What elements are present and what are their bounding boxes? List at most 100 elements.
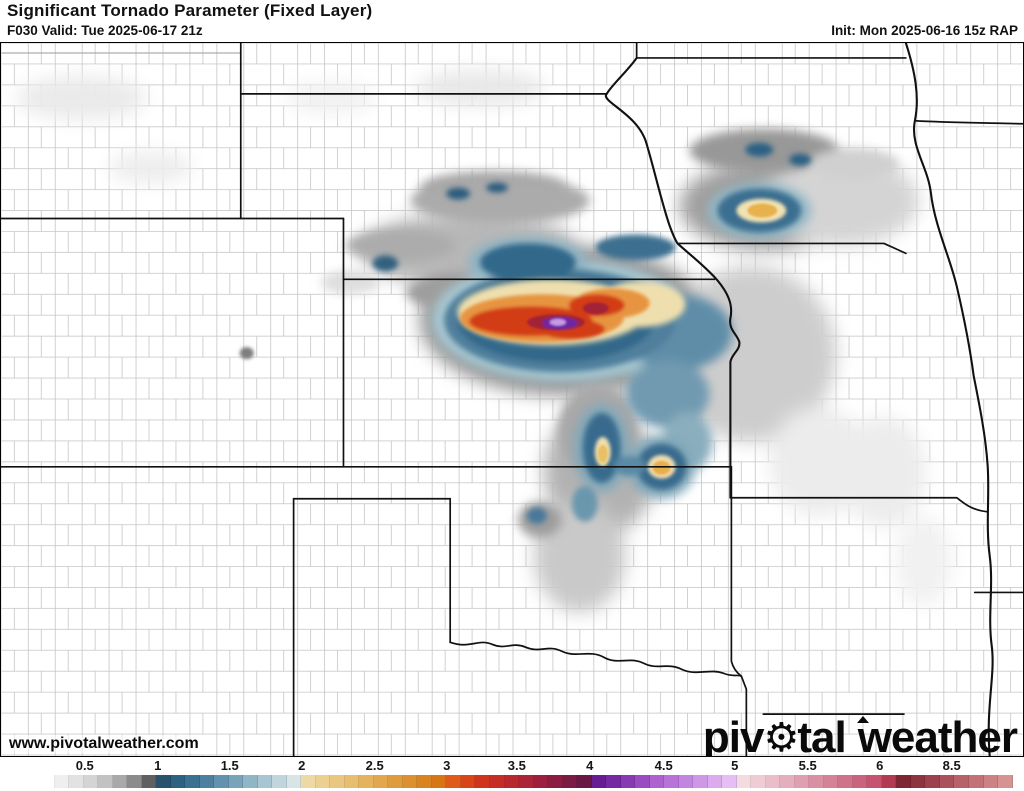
brand-logo-weather: weather — [857, 712, 1018, 762]
colorbar-cell — [359, 775, 374, 788]
colorbar-cell — [533, 775, 549, 788]
colorbar-cell — [606, 775, 621, 788]
tick-label: 2.5 — [365, 758, 384, 773]
map-panel: www.pivotalweather.com piv⚙tal weather — [0, 42, 1024, 761]
colorbar-ticks: 0.5 1 1.5 2 2.5 3 3.5 4 4.5 5 5.5 6 8.5 — [40, 758, 1013, 773]
tick-label: 2 — [298, 758, 306, 773]
tick-label: 3.5 — [507, 758, 526, 773]
colorbar-cell — [809, 775, 824, 788]
colorbar-cell — [257, 775, 273, 788]
colorbar-cell — [983, 775, 999, 788]
colorbar-cell — [214, 775, 229, 788]
colorbar-cell — [170, 775, 186, 788]
stp-extreme-core — [526, 203, 778, 475]
colorbar-cell — [867, 775, 882, 788]
tick-label: 6 — [876, 758, 884, 773]
colorbar-cell — [69, 775, 84, 788]
weather-vane-accent — [857, 715, 869, 723]
tick-label: 4 — [586, 758, 594, 773]
colorbar-cell — [388, 775, 403, 788]
colorbar-cell — [722, 775, 737, 788]
colorbar-cell — [548, 775, 563, 788]
colorbar-cell — [939, 775, 955, 788]
colorbar-cell — [475, 775, 490, 788]
colorbar-cell — [693, 775, 708, 788]
colorbar-cell — [286, 775, 302, 788]
colorbar-cell — [910, 775, 926, 788]
tick-label: 8.5 — [942, 758, 961, 773]
colorbar-cell — [852, 775, 868, 788]
brand-logo: piv⚙tal weather — [702, 712, 1018, 762]
colorbar-cell — [504, 775, 520, 788]
tick-label: 4.5 — [654, 758, 673, 773]
tick-label: 5.5 — [798, 758, 817, 773]
colorbar-cell — [301, 775, 316, 788]
colorbar-cell — [54, 775, 70, 788]
colorbar-cell — [707, 775, 723, 788]
colorbar-cell — [40, 775, 55, 788]
colorbar-cell — [954, 775, 969, 788]
colorbar-cell — [228, 775, 244, 788]
legend: 0.5 1 1.5 2 2.5 3 3.5 4 4.5 5 5.5 6 8.5 — [0, 757, 1024, 791]
colorbar-cell — [562, 775, 578, 788]
colorbar-cell — [998, 775, 1013, 788]
colorbar-cell — [489, 775, 505, 788]
colorbar-cell — [272, 775, 287, 788]
colorbar-cell — [896, 775, 911, 788]
colorbar-cell — [156, 775, 171, 788]
brand-logo-piv: piv — [702, 712, 765, 762]
state-borders — [1, 43, 1023, 756]
river-borders — [604, 43, 994, 756]
colorbar-cell — [664, 775, 679, 788]
init-time: Init: Mon 2025-06-16 15z RAP — [831, 23, 1018, 38]
stp-gray-dot-colorado — [239, 347, 254, 360]
colorbar-cell — [315, 775, 331, 788]
colorbar-cell — [199, 775, 215, 788]
colorbar-cell — [417, 775, 432, 788]
colorbar-cell — [780, 775, 795, 788]
colorbar-cell — [823, 775, 839, 788]
colorbar-cell — [678, 775, 694, 788]
colorbar-cell — [446, 775, 461, 788]
colorbar-cell — [577, 775, 592, 788]
header: Significant Tornado Parameter (Fixed Lay… — [0, 0, 1024, 42]
colorbar-cell — [402, 775, 418, 788]
colorbar-cell — [620, 775, 636, 788]
colorbar-cell — [881, 775, 897, 788]
gear-icon: ⚙ — [763, 715, 799, 760]
colorbar-cell — [344, 775, 360, 788]
tick-label: 1.5 — [220, 758, 239, 773]
colorbar-cell — [969, 775, 984, 788]
watermark: www.pivotalweather.com — [7, 735, 201, 753]
colorbar-cell — [591, 775, 607, 788]
colorbar-cell — [519, 775, 534, 788]
colorbar-cell — [243, 775, 258, 788]
colorbar-cell — [431, 775, 447, 788]
colorbar-cell — [112, 775, 128, 788]
colorbar-cell — [838, 775, 853, 788]
colorbar-cell — [98, 775, 113, 788]
colorbar-cell — [794, 775, 810, 788]
tick-label: 3 — [443, 758, 451, 773]
weather-map — [1, 43, 1023, 756]
tick-label: 0.5 — [75, 758, 94, 773]
colorbar-cell — [83, 775, 99, 788]
colorbar-cell — [765, 775, 781, 788]
colorbar-cell — [649, 775, 665, 788]
page-title: Significant Tornado Parameter (Fixed Lay… — [7, 1, 373, 20]
colorbar-cell — [460, 775, 476, 788]
colorbar-cell — [635, 775, 650, 788]
brand-logo-tal: tal — [797, 712, 846, 762]
colorbar-cell — [751, 775, 766, 788]
tick-label: 5 — [731, 758, 739, 773]
colorbar-cell — [127, 775, 142, 788]
colorbar-cell — [736, 775, 752, 788]
tick-label: 1 — [154, 758, 162, 773]
subtitle-row: F030 Valid: Tue 2025-06-17 21z Init: Mon… — [7, 23, 1018, 38]
colorbar — [40, 775, 1013, 788]
colorbar-cell — [925, 775, 940, 788]
colorbar-cell — [373, 775, 389, 788]
colorbar-cell — [141, 775, 157, 788]
valid-time: F030 Valid: Tue 2025-06-17 21z — [7, 23, 203, 38]
